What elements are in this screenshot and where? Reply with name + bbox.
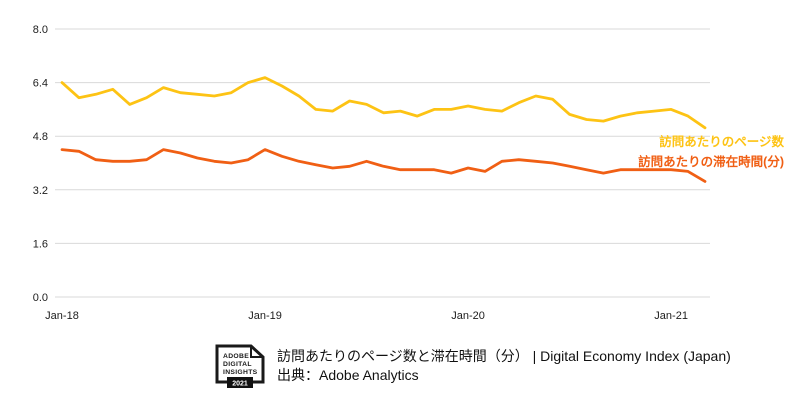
- legend-time-label: 訪問あたりの滞在時間(分): [638, 155, 784, 169]
- x-tick-label: Jan-21: [654, 310, 688, 322]
- pages-per-visit-line: [60, 76, 707, 130]
- caption-title-line: 訪問あたりのページ数と滞在時間（分） | Digital Economy Ind…: [277, 348, 731, 364]
- logo-text-adobe: ADOBE: [223, 353, 249, 360]
- logo-text-insights: INSIGHTS: [223, 369, 258, 376]
- footer: ADOBE DIGITAL INSIGHTS 2021 訪問あたりのページ数と滞…: [214, 344, 731, 392]
- caption-source-line: 出典：Adobe Analytics: [277, 367, 419, 383]
- x-axis-tick-labels: Jan-18 Jan-19 Jan-20 Jan-21: [45, 310, 688, 322]
- x-tick-label: Jan-19: [248, 310, 282, 322]
- x-tick-label: Jan-18: [45, 310, 79, 322]
- y-tick-label: 3.2: [33, 185, 48, 197]
- legend: 訪問あたりのページ数 訪問あたりの滞在時間(分): [638, 132, 784, 172]
- x-tick-label: Jan-20: [451, 310, 485, 322]
- y-axis-tick-labels: 0.0 1.6 3.2 4.8 6.4 8.0: [33, 24, 48, 304]
- logo-text-digital: DIGITAL: [223, 361, 252, 368]
- chart-caption: 訪問あたりのページ数と滞在時間（分） | Digital Economy Ind…: [277, 344, 731, 385]
- logo-year-badge: [227, 377, 253, 388]
- line-chart: 0.01.63.24.86.48.0 Jan-18 Jan-19 Jan-20 Jan…: [33, 24, 710, 322]
- logo-fold-line: [250, 346, 263, 358]
- y-tick-label: 8.0: [33, 24, 48, 36]
- y-tick-label: 1.6: [33, 238, 48, 250]
- legend-pages-label: 訪問あたりのページ数: [659, 135, 784, 149]
- y-tick-label: 0.0: [33, 292, 48, 304]
- logo-year-text: 2021: [232, 381, 248, 388]
- time-spent-line: [60, 148, 707, 183]
- gridlines: [55, 28, 710, 298]
- series-lines: [60, 76, 707, 183]
- y-tick-label: 4.8: [33, 131, 48, 143]
- y-tick-label: 6.4: [33, 78, 48, 90]
- adobe-digital-insights-logo: ADOBE DIGITAL INSIGHTS 2021: [215, 344, 265, 388]
